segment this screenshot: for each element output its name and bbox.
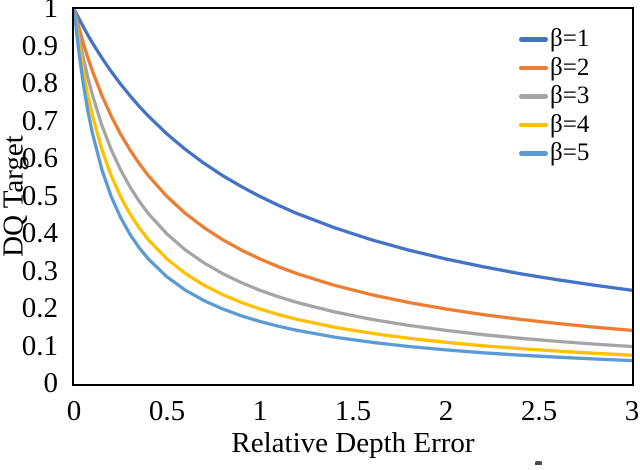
legend-item: β=3 xyxy=(519,82,589,111)
y-tick-label: 0.5 xyxy=(21,179,58,212)
legend-line-swatch xyxy=(519,37,548,42)
y-tick-label: 0.3 xyxy=(21,254,58,287)
x-axis-title: Relative Depth Error xyxy=(231,427,475,459)
y-tick-label: 0.4 xyxy=(21,216,58,249)
legend-item: β=1 xyxy=(519,25,589,54)
x-tick-label: 0.5 xyxy=(148,395,186,427)
y-tick-label: 0.9 xyxy=(21,29,58,62)
curves-svg xyxy=(74,9,632,363)
x-tick-label: 2.5 xyxy=(520,395,558,427)
plot-area xyxy=(72,7,634,386)
series-line-beta-5 xyxy=(74,9,632,363)
x-tick-label: 1.5 xyxy=(334,395,372,427)
legend-label: β=3 xyxy=(550,82,590,109)
legend-label: β=1 xyxy=(550,25,590,52)
x-tick-label: 0 xyxy=(66,395,82,427)
legend-item: β=2 xyxy=(519,54,589,83)
legend-line-swatch xyxy=(519,122,548,127)
y-tick-label: 0.7 xyxy=(21,104,58,137)
legend-label: β=2 xyxy=(550,53,590,81)
legend-line-swatch xyxy=(519,65,548,70)
series-line-beta-4 xyxy=(74,9,632,357)
series-line-beta-1 xyxy=(74,9,632,292)
legend-line-swatch xyxy=(519,151,548,156)
series-line-beta-3 xyxy=(74,9,632,349)
series-line-beta-2 xyxy=(74,9,632,333)
y-tick-label: 0.2 xyxy=(21,291,58,324)
legend-line-swatch xyxy=(519,94,548,99)
y-tick-label: 0 xyxy=(43,366,59,399)
y-tick-label: 0.1 xyxy=(21,329,58,362)
y-axis-tick-labels: 1 0.9 0.8 0.7 0.6 0.5 0.4 0.3 0.2 0.1 0 xyxy=(0,0,58,470)
y-tick-label: 0.8 xyxy=(21,66,58,99)
legend-item: β=4 xyxy=(519,111,589,140)
y-tick-label: 1 xyxy=(43,0,59,24)
x-tick-label: 1 xyxy=(252,395,268,427)
chart-legend: β=1 β=2 β=3 β=4 β=5 xyxy=(519,25,589,168)
x-tick-label: 2 xyxy=(438,395,454,427)
caption-fragment-partial xyxy=(535,461,542,465)
legend-label: β=5 xyxy=(550,139,590,166)
x-tick-label: 3 xyxy=(624,395,640,427)
legend-label: β=4 xyxy=(550,110,590,138)
y-tick-label: 0.6 xyxy=(21,141,58,174)
y-axis-title: DQ Target xyxy=(0,135,30,257)
legend-item: β=5 xyxy=(519,139,589,168)
